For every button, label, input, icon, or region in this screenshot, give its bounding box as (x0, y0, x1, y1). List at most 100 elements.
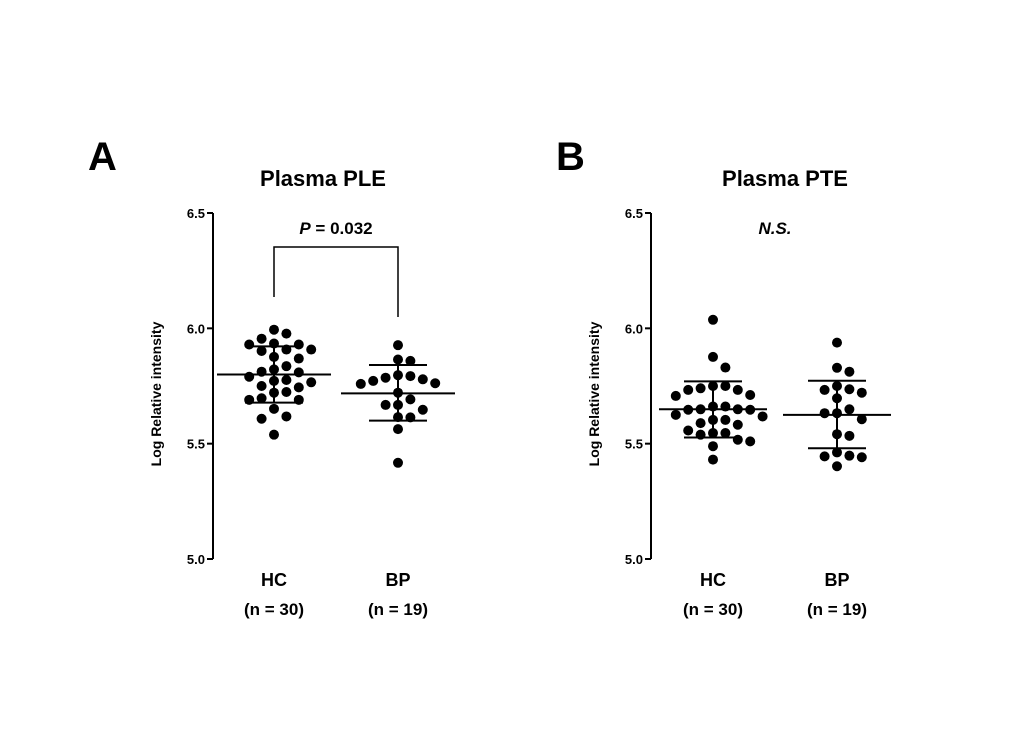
data-point (844, 430, 855, 441)
x-tick-label: HC (700, 570, 726, 590)
y-tick-label: 6.5 (187, 206, 205, 221)
data-point (417, 374, 428, 385)
data-point (306, 377, 317, 388)
data-point (757, 411, 768, 422)
data-point (856, 414, 867, 425)
x-tick-label: HC (261, 570, 287, 590)
data-point (708, 314, 718, 325)
data-point (832, 362, 842, 373)
data-point (683, 384, 694, 395)
x-count-label: (n = 19) (807, 600, 867, 619)
data-point (856, 452, 867, 463)
data-point (281, 411, 292, 422)
data-point (670, 409, 681, 420)
data-point (695, 383, 706, 394)
data-point (856, 387, 867, 398)
data-point (393, 354, 403, 365)
data-point (745, 436, 756, 447)
data-point (256, 333, 267, 344)
data-point (405, 355, 416, 366)
y-axis-label: Log Relative intensity (148, 321, 164, 466)
data-point (745, 389, 756, 400)
data-point (380, 399, 391, 410)
data-point (832, 461, 842, 472)
data-point (670, 390, 681, 401)
data-point (708, 351, 718, 362)
data-point (269, 403, 279, 414)
data-point (281, 328, 292, 339)
x-count-label: (n = 19) (368, 600, 428, 619)
data-point (720, 414, 731, 425)
data-point (393, 457, 403, 468)
data-point (732, 419, 743, 430)
data-point (281, 375, 292, 386)
y-tick-label: 6.5 (625, 206, 643, 221)
y-tick-label: 6.0 (187, 321, 205, 336)
series-hc (659, 314, 768, 465)
series-hc (217, 324, 331, 440)
data-point (256, 381, 267, 391)
data-point (293, 382, 304, 393)
data-point (832, 337, 842, 348)
x-tick-label: BP (385, 570, 410, 590)
data-point (683, 425, 694, 436)
ns-annotation: N.S. (758, 219, 791, 238)
data-point (256, 345, 267, 356)
data-point (819, 408, 830, 419)
data-point (695, 418, 706, 429)
data-point (393, 424, 403, 435)
chart-title: Plasma PTE (722, 166, 848, 191)
data-point (732, 384, 743, 395)
data-point (393, 340, 403, 351)
panel-b: B Plasma PTE 5.0 5.5 6.0 6.5 Log Relative inte… (556, 135, 891, 619)
y-tick-label: 5.0 (187, 552, 205, 567)
y-tick-label: 5.0 (625, 552, 643, 567)
data-point (844, 404, 855, 415)
data-point (832, 447, 842, 458)
y-tick-label: 5.5 (625, 437, 643, 452)
series-bp (341, 340, 455, 468)
data-point (819, 384, 830, 395)
data-point (720, 428, 731, 439)
data-point (256, 393, 267, 404)
data-point (708, 441, 718, 452)
data-point (269, 324, 279, 335)
x-count-label: (n = 30) (683, 600, 743, 619)
data-point (430, 378, 441, 389)
significance-bracket (273, 246, 399, 317)
data-point (281, 361, 292, 372)
data-point (844, 384, 855, 395)
data-point (708, 454, 718, 465)
y-tick-label: 6.0 (625, 321, 643, 336)
data-point (380, 372, 391, 383)
data-point (405, 371, 416, 382)
data-point (720, 381, 731, 391)
data-point (293, 339, 304, 350)
data-point (269, 429, 279, 440)
panel-letter: A (88, 135, 117, 179)
data-point (293, 353, 304, 364)
data-point (256, 413, 267, 424)
data-point (720, 362, 731, 373)
data-point (244, 371, 255, 382)
panel-letter: B (556, 135, 585, 179)
data-point (281, 386, 292, 397)
x-tick-label: BP (824, 570, 849, 590)
y-tick-label: 5.5 (187, 437, 205, 452)
p-value-annotation: P = 0.032 (299, 219, 372, 238)
data-point (355, 378, 366, 389)
data-point (417, 404, 428, 415)
p-value: = 0.032 (311, 219, 373, 238)
data-point (844, 366, 855, 377)
p-symbol: P (299, 219, 311, 238)
data-point (306, 344, 317, 355)
data-point (368, 375, 379, 386)
data-point (819, 451, 830, 462)
data-point (405, 394, 416, 405)
chart-title: Plasma PLE (260, 166, 386, 191)
x-count-label: (n = 30) (244, 600, 304, 619)
series-bp (783, 337, 891, 472)
data-point (244, 339, 255, 350)
panel-a: A Plasma PLE 5.0 5.5 6.0 6.5 Log Relative inte… (88, 135, 455, 619)
